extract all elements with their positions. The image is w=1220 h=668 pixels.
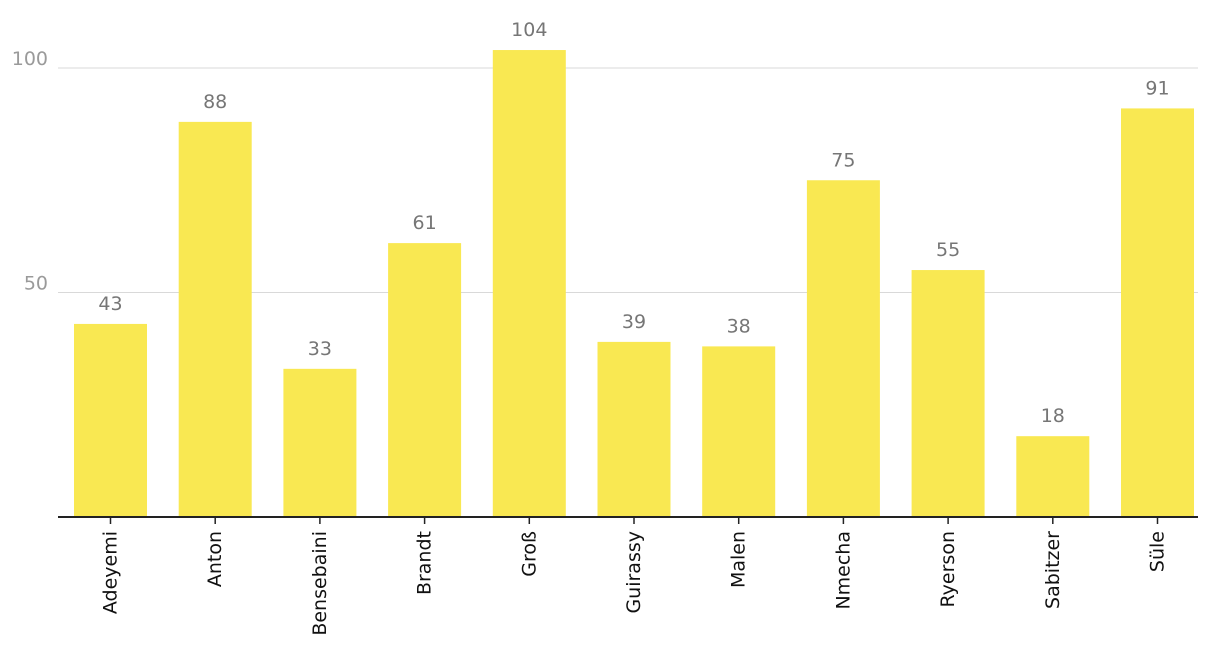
- x-tick-label: Guirassy: [623, 531, 645, 614]
- x-tick-label: Nmecha: [832, 531, 854, 610]
- x-tick-label: Süle: [1147, 531, 1169, 572]
- value-label: 61: [413, 212, 437, 234]
- value-labels: 43 88 33 61 104 39 38 75 55 18 91: [98, 19, 1169, 427]
- y-tick-label: 100: [12, 48, 48, 70]
- x-tick-label: Sabitzer: [1042, 531, 1064, 609]
- bar: [911, 270, 985, 517]
- value-label: 39: [622, 311, 646, 333]
- x-tick-label: Brandt: [414, 531, 436, 595]
- value-label: 18: [1041, 405, 1065, 427]
- value-label: 38: [727, 315, 751, 337]
- value-label: 104: [511, 19, 547, 41]
- x-tick-label: Anton: [204, 531, 226, 587]
- value-label: 43: [98, 293, 122, 315]
- x-tick-label: Groß: [518, 531, 540, 577]
- bars: [74, 50, 1194, 518]
- y-tick-label: 50: [24, 273, 48, 295]
- bar: [388, 243, 462, 518]
- y-axis-ticks: 50 100: [12, 48, 48, 295]
- value-label: 33: [308, 338, 332, 360]
- bar: [1016, 436, 1090, 517]
- x-tick-label: Adeyemi: [100, 531, 122, 614]
- bar: [806, 180, 880, 517]
- bar: [283, 368, 357, 517]
- value-label: 75: [831, 149, 855, 171]
- bar: [702, 346, 776, 517]
- x-tick-label: Malen: [728, 531, 750, 588]
- value-label: 91: [1145, 77, 1169, 99]
- bar: [74, 323, 147, 517]
- x-tick-label: Ryerson: [937, 531, 959, 607]
- bar: [1121, 108, 1194, 517]
- bar: [178, 121, 252, 517]
- x-tick-label: Bensebaini: [309, 531, 331, 636]
- bar: [492, 50, 566, 517]
- value-label: 55: [936, 239, 960, 261]
- value-label: 88: [203, 91, 227, 113]
- bar: [597, 341, 671, 517]
- x-axis-ticks: Adeyemi Anton Bensebaini Brandt Groß Guirassy…: [100, 517, 1169, 636]
